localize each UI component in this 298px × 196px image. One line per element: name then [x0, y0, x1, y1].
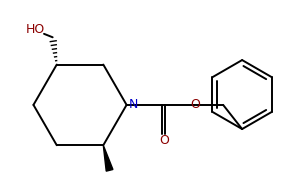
Text: N: N	[129, 98, 138, 111]
Text: O: O	[160, 134, 170, 147]
Text: O: O	[190, 98, 200, 111]
Text: HO: HO	[26, 23, 45, 36]
Polygon shape	[103, 145, 113, 171]
